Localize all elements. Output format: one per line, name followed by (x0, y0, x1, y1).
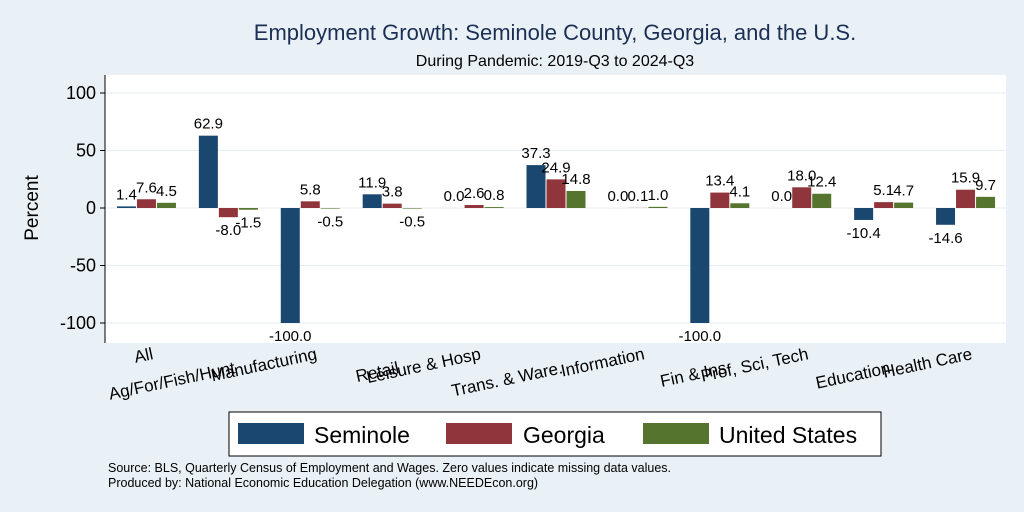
data-label-seminole-ag-for-fish-hunt: 62.9 (194, 116, 223, 133)
y-tick-label: 100 (66, 83, 96, 103)
data-label-georgia-trans-ware: 24.9 (541, 159, 570, 176)
bar-georgia-retail (382, 203, 402, 208)
x-tick-label-all: All (132, 344, 154, 367)
legend-label-seminole: Seminole (314, 422, 410, 448)
data-label-united-states-prof-sci-tech: 12.4 (807, 174, 836, 191)
bar-georgia-trans-ware (546, 179, 566, 208)
bar-united-states-information (648, 206, 668, 208)
data-label-united-states-manufacturing: -0.5 (317, 214, 343, 231)
data-label-seminole-retail: 11.9 (358, 174, 386, 191)
bar-seminole-ag-for-fish-hunt (198, 135, 218, 208)
data-label-united-states-leisure-hosp: 0.8 (484, 187, 505, 204)
data-label-seminole-education: -10.4 (847, 225, 881, 242)
bar-georgia-prof-sci-tech (792, 187, 812, 208)
chart-title: Employment Growth: Seminole County, Geor… (254, 20, 856, 45)
bar-georgia-manufacturing (300, 201, 320, 208)
bar-united-states-fin-ins (730, 203, 750, 208)
legend-swatch-georgia (446, 423, 512, 444)
data-label-united-states-ag-for-fish-hunt: -1.5 (235, 215, 261, 232)
y-tick-label: 50 (76, 141, 96, 161)
bar-georgia-fin-ins (710, 192, 730, 208)
legend-swatch-seminole (238, 423, 304, 444)
bar-seminole-fin-ins (690, 208, 710, 323)
bar-georgia-health-care (956, 189, 976, 208)
data-label-georgia-retail: 3.8 (382, 184, 403, 201)
legend: Seminole Georgia United States (228, 411, 882, 457)
data-label-georgia-information: 0.1 (627, 188, 648, 205)
data-label-georgia-education: 5.1 (873, 182, 894, 199)
bar-united-states-trans-ware (566, 190, 586, 208)
legend-box (228, 411, 882, 457)
data-label-united-states-trans-ware: 14.8 (561, 171, 590, 188)
bar-united-states-ag-for-fish-hunt (238, 208, 258, 210)
data-label-united-states-all: 4.5 (156, 183, 177, 200)
bar-united-states-manufacturing (320, 208, 340, 209)
data-label-georgia-manufacturing: 5.8 (300, 181, 321, 198)
bar-seminole-trans-ware (526, 165, 546, 208)
bar-seminole-health-care (936, 208, 956, 225)
bar-seminole-retail (362, 194, 382, 208)
data-label-united-states-information: 1.0 (647, 187, 668, 204)
bar-georgia-ag-for-fish-hunt (218, 208, 238, 218)
bar-seminole-all (116, 206, 136, 208)
data-label-united-states-fin-ins: 4.1 (729, 183, 750, 200)
bar-united-states-leisure-hosp (484, 207, 504, 208)
bar-seminole-education (854, 208, 874, 220)
data-label-georgia-fin-ins: 13.4 (705, 173, 734, 190)
x-tick-label-health-care: Health Care (881, 344, 974, 381)
produced-by-note: Produced by: National Economic Education… (108, 476, 538, 490)
data-label-georgia-leisure-hosp: 2.6 (464, 185, 485, 202)
data-label-seminole-fin-ins: -100.0 (679, 328, 722, 345)
bar-georgia-education (874, 202, 894, 208)
y-tick-label: -50 (70, 256, 96, 276)
data-label-united-states-health-care: 9.7 (975, 177, 996, 194)
x-tick-label-manufacturing: Manufacturing (209, 344, 318, 385)
data-label-seminole-all: 1.4 (116, 186, 137, 203)
data-label-georgia-health-care: 15.9 (951, 170, 980, 187)
data-label-seminole-manufacturing: -100.0 (269, 328, 312, 345)
y-axis: 100 50 0 -50 -100 (60, 75, 106, 343)
y-tick-label: 0 (86, 198, 96, 218)
bars (116, 135, 996, 323)
bar-united-states-education (894, 202, 914, 208)
y-tick-label: -100 (60, 313, 96, 333)
data-label-united-states-education: 4.7 (893, 183, 914, 200)
legend-label-georgia: Georgia (523, 422, 605, 448)
data-label-united-states-retail: -0.5 (399, 214, 425, 231)
bar-united-states-health-care (976, 196, 996, 208)
y-axis-label: Percent (22, 175, 43, 241)
data-labels: 1.4 7.6 4.5 62.9 -8.0-1.5 -100.0 5.8 -0.5 11.93.… (116, 116, 996, 345)
bar-georgia-leisure-hosp (464, 205, 484, 208)
bar-georgia-all (136, 199, 156, 208)
data-label-seminole-information: 0.0 (607, 188, 628, 205)
legend-swatch-united-states (643, 423, 709, 444)
data-label-seminole-leisure-hosp: 0.0 (444, 188, 465, 205)
data-label-georgia-ag-for-fish-hunt: -8.0 (215, 222, 241, 239)
data-label-seminole-prof-sci-tech: 0.0 (771, 188, 792, 205)
data-label-seminole-trans-ware: 37.3 (521, 145, 550, 162)
bar-united-states-prof-sci-tech (812, 193, 832, 208)
bar-seminole-manufacturing (280, 208, 300, 323)
bar-united-states-retail (402, 208, 422, 209)
data-label-georgia-all: 7.6 (136, 179, 157, 196)
x-tick-label-prof-sci-tech: Prof, Sci, Tech (699, 344, 810, 385)
data-label-georgia-prof-sci-tech: 18.0 (787, 167, 816, 184)
source-note: Source: BLS, Quarterly Census of Employm… (108, 461, 671, 475)
bar-united-states-all (156, 202, 176, 208)
data-label-seminole-health-care: -14.6 (928, 230, 962, 247)
x-tick-label-information: Information (559, 344, 646, 380)
chart-subtitle: During Pandemic: 2019-Q3 to 2024-Q3 (416, 53, 694, 70)
legend-label-united-states: United States (719, 422, 857, 448)
